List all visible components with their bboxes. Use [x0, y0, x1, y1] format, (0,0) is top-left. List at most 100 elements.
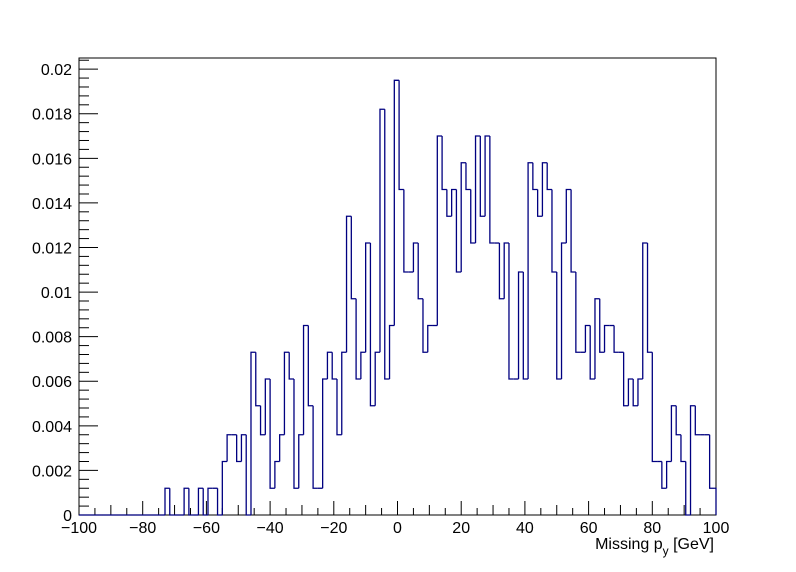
histogram-bin	[345, 215, 352, 353]
histogram-bin	[188, 488, 194, 516]
histogram-bin	[259, 405, 266, 436]
histogram-bin	[403, 189, 409, 273]
histogram-bin	[689, 405, 696, 515]
histogram-bin	[474, 135, 481, 244]
histogram-bin	[465, 162, 471, 191]
histogram-bin	[570, 189, 576, 273]
y-tick-labels: 0 0.002 0.004 0.006 0.008 0.01 0.012 0.014 0.016…	[32, 62, 72, 525]
y-tick-label: 0.02	[41, 62, 72, 79]
x-axis-title: Missing py [GeV]	[595, 536, 714, 558]
x-axis-title-main: Missing p	[595, 536, 663, 553]
x-tick-label: −60	[193, 520, 220, 537]
y-tick-label: 0.006	[32, 374, 72, 391]
y-tick-label: 0.016	[32, 151, 72, 168]
x-tick-label: −100	[61, 520, 97, 537]
x-axis-title-subscript: y	[663, 544, 669, 558]
histogram-bin	[498, 243, 505, 300]
x-tick-label: 100	[703, 520, 730, 537]
histogram-bin	[560, 242, 567, 380]
histogram-bin	[269, 379, 275, 489]
histogram-bin	[532, 162, 538, 191]
histogram-bin	[398, 80, 404, 191]
histogram-bin	[584, 324, 591, 353]
histogram-bin	[455, 189, 462, 273]
histogram-bin	[632, 379, 638, 407]
histogram-bin	[427, 324, 433, 353]
histogram-bin	[183, 487, 189, 515]
histogram-bin	[594, 298, 600, 380]
plot-frame	[78, 57, 717, 516]
histogram-bin	[379, 108, 385, 353]
histogram-bin	[436, 135, 443, 326]
histogram-bin	[460, 162, 466, 273]
histogram-bin	[546, 162, 552, 191]
y-tick-label: 0.012	[32, 240, 72, 257]
y-tick-label: 0.014	[32, 196, 72, 213]
histogram-bin	[302, 324, 309, 435]
x-axis-title-unit: [GeV]	[669, 536, 714, 553]
x-tick-label: 60	[580, 520, 598, 537]
histogram-bin	[288, 352, 294, 380]
histogram-bin	[489, 136, 495, 244]
histogram-bin	[603, 324, 610, 353]
y-tick-label: 0.008	[32, 330, 72, 347]
y-tick-label: 0.018	[32, 107, 72, 124]
histogram-bin	[341, 351, 347, 435]
histogram-bin	[441, 136, 447, 191]
histogram-bin	[670, 405, 677, 462]
histogram-bin	[322, 378, 328, 489]
x-tick-label: 20	[452, 520, 470, 537]
histogram-bin	[665, 460, 672, 489]
y-tick-label: 0	[63, 508, 72, 525]
x-tick-label: 80	[643, 520, 661, 537]
y-tick-label: 0.01	[41, 285, 72, 302]
histogram-bin	[613, 325, 619, 353]
histogram-bin	[714, 487, 717, 515]
histogram-bin	[565, 188, 572, 244]
histogram-bin	[384, 109, 390, 380]
histogram-bin	[240, 434, 247, 462]
histogram-bin	[661, 461, 667, 489]
histogram-bin	[708, 434, 715, 489]
y-axis	[79, 59, 98, 516]
histogram-bin	[479, 136, 486, 217]
histogram-bin	[350, 216, 357, 300]
histogram-bin	[331, 352, 337, 380]
histogram-bin	[255, 352, 261, 407]
histogram-bin	[279, 434, 285, 462]
histogram-bin	[646, 243, 653, 353]
histogram-bin	[536, 189, 543, 217]
histogram-bin	[589, 325, 595, 380]
y-tick-label: 0.002	[32, 463, 72, 480]
histogram-bin	[417, 243, 423, 300]
x-axis	[78, 501, 717, 515]
histogram-bin	[508, 243, 514, 380]
histogram-bin	[336, 379, 342, 436]
histogram-bin	[541, 162, 548, 217]
histogram-bin	[164, 487, 170, 515]
histogram-bin	[522, 272, 529, 380]
histogram-bin	[283, 351, 290, 435]
histogram-bin	[236, 434, 242, 463]
histogram-bin	[312, 405, 318, 489]
histogram-bin	[622, 352, 629, 407]
histogram-bin	[627, 378, 634, 406]
histogram-bin	[450, 188, 457, 217]
histogram-bin	[360, 351, 366, 380]
histogram-bin	[556, 272, 562, 380]
histogram-bin	[355, 298, 361, 380]
histogram-bin	[307, 325, 314, 407]
histogram-bin	[675, 405, 681, 436]
histogram-bin	[264, 378, 271, 435]
histogram-bin	[642, 242, 648, 380]
histogram-bin	[503, 242, 509, 299]
histogram-bin	[637, 378, 643, 406]
histogram-bin	[651, 352, 658, 463]
histogram-bin	[274, 460, 280, 489]
histogram-bin	[393, 79, 400, 326]
x-tick-label: 40	[516, 520, 534, 537]
histogram-bin	[169, 488, 175, 516]
y-tick-label: 0.004	[32, 419, 72, 436]
histogram-bin	[221, 460, 228, 515]
